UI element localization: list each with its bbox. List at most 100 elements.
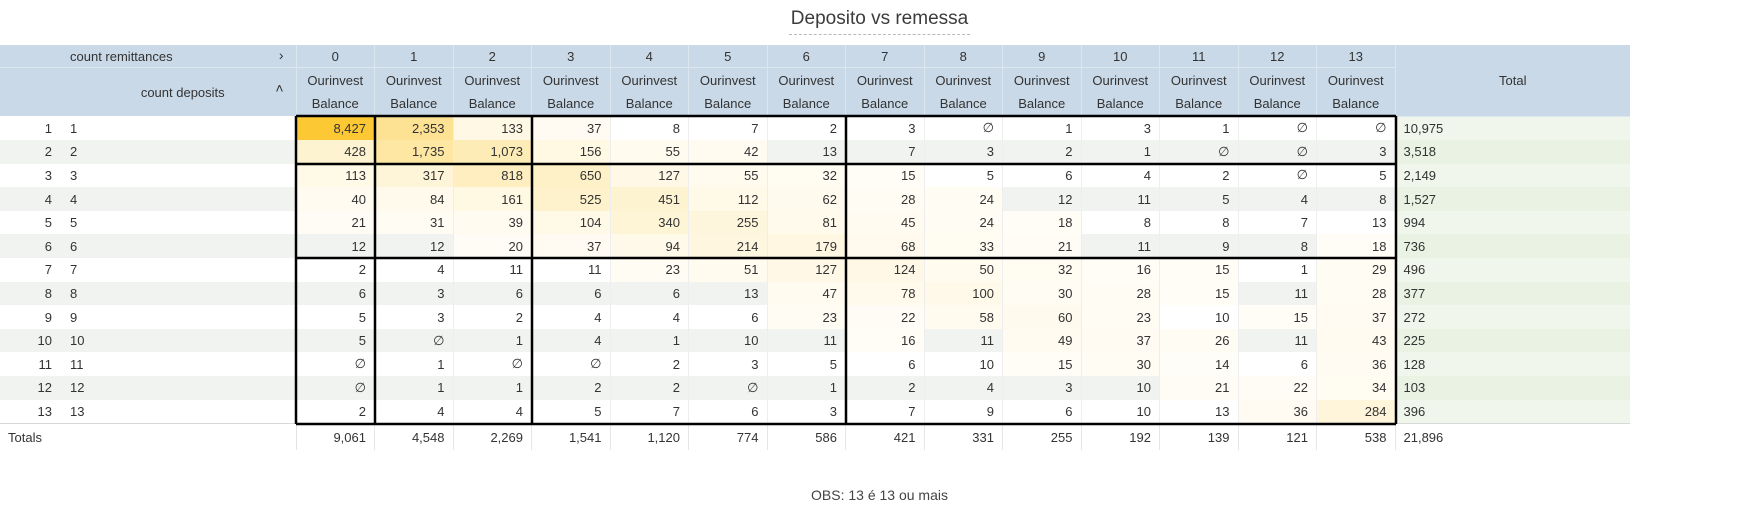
measure-header-5[interactable]: Ourinvest Balance [688,67,767,116]
data-cell[interactable]: 104 [531,210,611,235]
measure-header-12[interactable]: Ourinvest Balance [1237,67,1317,116]
data-cell[interactable]: 13 [767,140,846,164]
data-cell[interactable]: 3 [1081,116,1160,141]
data-cell[interactable]: ∅ [374,328,454,353]
data-cell[interactable]: 255 [688,210,768,235]
data-cell[interactable]: 818 [453,163,532,188]
measure-header-11[interactable]: Ourinvest Balance [1159,67,1238,116]
data-cell[interactable]: 16 [845,328,925,353]
data-cell[interactable]: 36 [1238,399,1317,424]
measure-header-10[interactable]: Ourinvest Balance [1080,67,1160,116]
data-cell[interactable]: 45 [845,210,925,235]
data-cell[interactable]: 51 [688,258,768,282]
data-cell[interactable]: 16 [1081,258,1160,282]
data-cell[interactable]: 284 [1316,399,1396,424]
column-header-4[interactable]: 4 [609,45,689,68]
data-cell[interactable]: 6 [688,399,768,424]
data-cell[interactable]: 12 [1002,187,1082,211]
data-cell[interactable]: 1,735 [374,140,454,164]
data-cell[interactable]: 13 [688,281,768,306]
data-cell[interactable]: 7 [688,116,768,141]
data-cell[interactable]: 2 [531,376,611,400]
data-cell[interactable]: 3 [1316,140,1396,164]
column-header-6[interactable]: 6 [766,45,846,68]
data-cell[interactable]: 10 [1159,305,1239,329]
data-cell[interactable]: 3 [1002,376,1082,400]
data-cell[interactable]: 3 [845,116,925,141]
data-cell[interactable]: ∅ [1238,116,1317,141]
data-cell[interactable]: 6 [610,281,689,306]
row-total-cell[interactable]: 103 [1395,376,1630,400]
data-cell[interactable]: 9 [1159,234,1239,259]
grand-total-cell[interactable]: 21,896 [1395,423,1630,451]
data-cell[interactable]: 3 [374,305,454,329]
data-cell[interactable]: 47 [767,281,846,306]
data-cell[interactable]: 4 [924,376,1003,400]
data-cell[interactable]: ∅ [924,116,1003,141]
data-cell[interactable]: 11 [924,328,1003,353]
data-cell[interactable]: 37 [1081,328,1160,353]
data-cell[interactable]: 20 [453,234,532,259]
column-header-3[interactable]: 3 [531,45,610,68]
data-cell[interactable]: 39 [453,210,532,235]
data-cell[interactable]: ∅ [453,352,532,377]
row-label[interactable]: 10 [60,328,297,353]
data-cell[interactable]: 43 [1316,328,1396,353]
data-cell[interactable]: 4 [531,305,611,329]
data-cell[interactable]: 4 [374,258,454,282]
data-cell[interactable]: 3 [767,399,846,424]
data-cell[interactable]: 2 [1159,163,1239,188]
data-cell[interactable]: 31 [374,210,454,235]
column-total-cell[interactable]: 9,061 [296,423,375,451]
data-cell[interactable]: 2 [1002,140,1082,164]
data-cell[interactable]: 5 [531,399,611,424]
measure-header-9[interactable]: Ourinvest Balance [1002,67,1081,116]
data-cell[interactable]: 2 [767,116,846,141]
data-cell[interactable]: 7 [1238,210,1317,235]
data-cell[interactable]: 30 [1002,281,1082,306]
data-cell[interactable]: 60 [1002,305,1082,329]
data-cell[interactable]: 55 [610,140,689,164]
data-cell[interactable]: 11 [1081,234,1160,259]
row-label[interactable]: 12 [60,376,297,400]
data-cell[interactable]: 15 [1002,352,1082,377]
row-label[interactable]: 3 [60,163,297,188]
data-cell[interactable]: 12 [296,234,375,259]
data-cell[interactable]: 37 [531,234,611,259]
data-cell[interactable]: 40 [296,187,375,211]
data-cell[interactable]: 2 [296,258,375,282]
data-cell[interactable]: 84 [374,187,454,211]
data-cell[interactable]: 5 [296,305,375,329]
data-cell[interactable]: 28 [845,187,925,211]
row-dimension-label[interactable]: count deposits ˄ [60,67,296,116]
data-cell[interactable]: 23 [610,258,689,282]
data-cell[interactable]: 11 [453,258,532,282]
data-cell[interactable]: 340 [610,210,689,235]
data-cell[interactable]: 124 [845,258,925,282]
measure-header-6[interactable]: Ourinvest Balance [766,67,846,116]
data-cell[interactable]: 23 [767,305,846,329]
data-cell[interactable]: 50 [924,258,1003,282]
row-total-cell[interactable]: 396 [1395,399,1630,424]
row-label[interactable]: 4 [60,187,297,211]
data-cell[interactable]: 11 [1238,281,1317,306]
data-cell[interactable]: 26 [1159,328,1239,353]
data-cell[interactable]: 1 [1238,258,1317,282]
data-cell[interactable]: 6 [531,281,611,306]
chevron-up-icon[interactable]: ˄ [275,80,284,96]
data-cell[interactable]: 4 [531,328,611,353]
measure-header-1[interactable]: Ourinvest Balance [374,67,453,116]
data-cell[interactable]: 10 [924,352,1003,377]
data-cell[interactable]: 94 [610,234,689,259]
column-dimension-label[interactable]: count remittances › [60,45,296,68]
data-cell[interactable]: 2 [845,376,925,400]
row-label[interactable]: 11 [60,352,297,377]
data-cell[interactable]: 317 [374,163,454,188]
data-cell[interactable]: 55 [688,163,768,188]
column-total-cell[interactable]: 121 [1238,423,1317,451]
data-cell[interactable]: 1 [374,352,454,377]
data-cell[interactable]: 10 [688,328,768,353]
row-total-cell[interactable]: 2,149 [1395,163,1630,188]
data-cell[interactable]: 3 [374,281,454,306]
row-label[interactable]: 8 [60,281,297,306]
